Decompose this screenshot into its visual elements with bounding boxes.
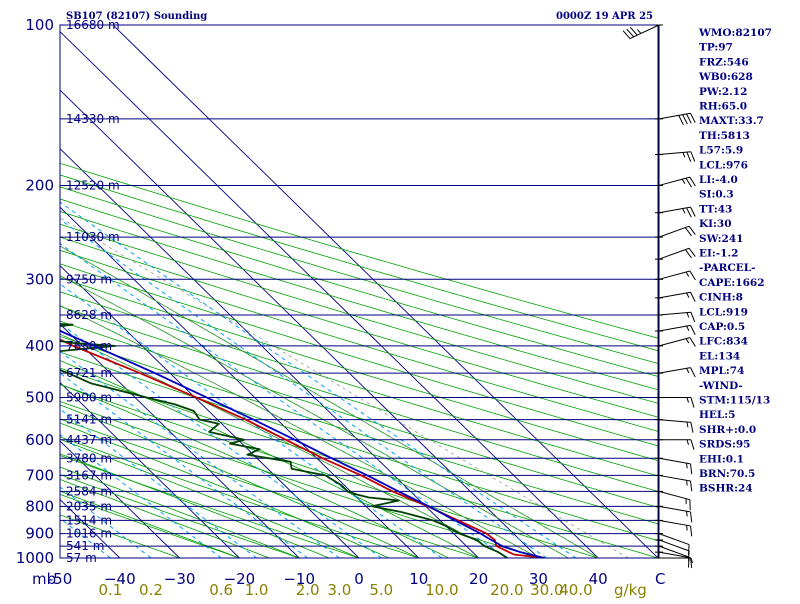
height-label: 4437 m — [66, 433, 112, 447]
stability-index-text: MAXT:33.7 — [699, 115, 764, 127]
stability-index-text: -WIND- — [699, 380, 743, 392]
stability-index-text: TH:5813 — [699, 130, 750, 142]
stability-index-text: MPL:74 — [699, 365, 744, 377]
stability-index-text: RH:65.0 — [699, 101, 747, 113]
mixing-ratio-tick-label: 2.0 — [296, 581, 320, 599]
stability-index-text: CINH:8 — [699, 292, 743, 304]
height-label: 5900 m — [66, 391, 112, 405]
pressure-tick-label: 900 — [25, 525, 54, 543]
height-label: 11030 m — [66, 230, 120, 244]
mixing-ratio-tick-label: 40.0 — [559, 581, 592, 599]
height-label: 9750 m — [66, 272, 112, 286]
stability-index-text: TP:97 — [699, 42, 733, 54]
station-title: SB107 (82107) Sounding — [66, 11, 207, 22]
stability-index-text: SW:241 — [699, 233, 743, 245]
pressure-tick-label: 600 — [25, 431, 54, 449]
stability-index-text: WMO:82107 — [698, 27, 772, 39]
stability-index-text: LCL:919 — [699, 306, 748, 318]
stability-index-text: EL:134 — [699, 350, 740, 362]
height-label: 3780 m — [66, 451, 112, 465]
stability-index-text: LCL:976 — [699, 159, 748, 171]
height-label: 2584 m — [66, 484, 112, 498]
stability-index-text: L57:5.9 — [699, 145, 743, 157]
height-label: 57 m — [66, 551, 97, 565]
mixing-ratio-tick-label: 3.0 — [327, 581, 351, 599]
stability-index-text: SI:0.3 — [699, 189, 734, 201]
height-label: 3167 m — [66, 468, 112, 482]
stability-index-text: TT:43 — [699, 203, 732, 215]
stability-index-text: LI:-4.0 — [699, 174, 738, 186]
stability-index-text: CAP:0.5 — [699, 321, 745, 333]
temperature-tick-label: 0 — [354, 570, 364, 588]
temperature-unit-label: C — [655, 570, 665, 588]
sounding-time: 0000Z 19 APR 25 — [556, 11, 653, 22]
stability-index-text: EHI:0.1 — [699, 453, 744, 465]
pressure-tick-label: 400 — [25, 337, 54, 355]
stability-index-text: FRZ:546 — [699, 56, 749, 68]
stability-index-text: KI:30 — [699, 218, 732, 230]
pressure-tick-label: 500 — [25, 389, 54, 407]
stability-index-text: SRDS:95 — [699, 439, 751, 451]
stability-index-text: -PARCEL- — [699, 262, 755, 274]
pressure-unit-label: mb — [32, 570, 56, 588]
pressure-tick-label: 100 — [25, 16, 54, 34]
stability-index-text: BSHR:24 — [699, 483, 753, 495]
pressure-tick-label: 1000 — [16, 549, 54, 567]
height-label: 7630 m — [66, 339, 112, 353]
stability-index-text: PW:2.12 — [699, 86, 747, 98]
pressure-tick-label: 700 — [25, 466, 54, 484]
height-label: 2035 m — [66, 499, 112, 513]
mixing-ratio-tick-label: 0.2 — [139, 581, 163, 599]
pressure-tick-label: 300 — [25, 270, 54, 288]
temperature-tick-label: 20 — [469, 570, 488, 588]
stability-index-text: WB0:628 — [698, 71, 753, 83]
height-label: 8628 m — [66, 308, 112, 322]
height-label: 5141 m — [66, 413, 112, 427]
temperature-tick-label: −30 — [164, 570, 196, 588]
stability-index-text: LFC:834 — [699, 336, 748, 348]
stability-index-text: HEL:5 — [699, 409, 736, 421]
stability-index-text: CAPE:1662 — [699, 277, 765, 289]
mixing-ratio-tick-label: 20.0 — [490, 581, 523, 599]
pressure-tick-label: 800 — [25, 497, 54, 515]
mixing-ratio-unit-label: g/kg — [614, 581, 647, 599]
pressure-tick-label: 200 — [25, 176, 54, 194]
stability-index-text: BRN:70.5 — [699, 468, 755, 480]
height-label: 6721 m — [66, 366, 112, 380]
mixing-ratio-tick-label: 0.6 — [209, 581, 233, 599]
height-label: 12520 m — [66, 178, 120, 192]
height-label: 1514 m — [66, 513, 112, 527]
mixing-ratio-tick-label: 5.0 — [369, 581, 393, 599]
mixing-ratio-tick-label: 10.0 — [425, 581, 458, 599]
height-label: 14330 m — [66, 112, 120, 126]
stability-index-text: SHR+:0.0 — [699, 424, 756, 436]
stability-index-text: STM:115/13 — [699, 395, 770, 407]
mixing-ratio-tick-label: 0.1 — [98, 581, 122, 599]
mixing-ratio-tick-label: 1.0 — [245, 581, 269, 599]
stability-index-text: EI:-1.2 — [699, 248, 738, 260]
